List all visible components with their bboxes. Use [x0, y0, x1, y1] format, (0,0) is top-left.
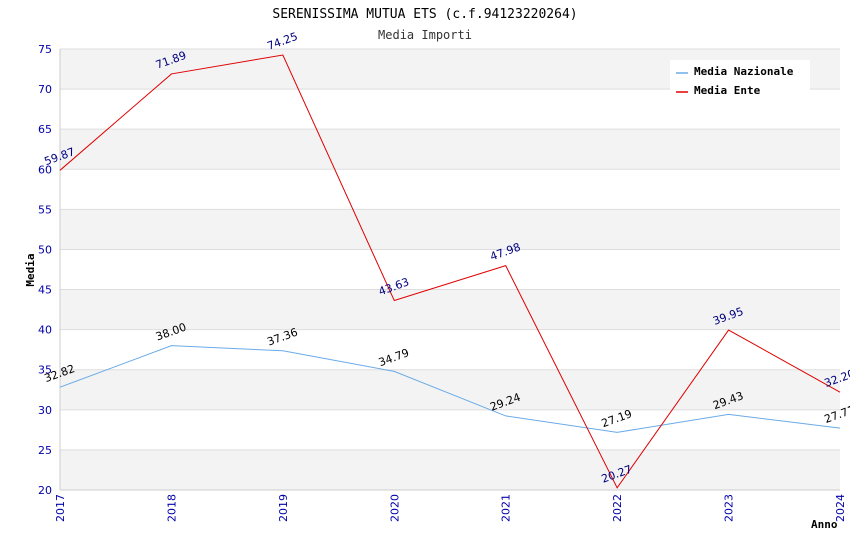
- y-tick-label: 30: [38, 404, 52, 417]
- y-tick-label: 35: [38, 364, 52, 377]
- series-group: [59, 54, 841, 489]
- grid-lines: [60, 48, 840, 491]
- y-tick-labels: 20 25 30 35 40 45 50 55 60 65 70 75: [38, 43, 52, 497]
- chart-title: SERENISSIMA MUTUA ETS (c.f.94123220264): [272, 7, 577, 22]
- grid-band: [60, 449, 840, 490]
- x-tick-labels: 2017 2018 2019 2020 2021 2022 2023 2024: [54, 494, 847, 522]
- x-tick-label: 2020: [388, 494, 401, 522]
- grid-bands: [60, 49, 840, 490]
- y-tick-label: 45: [38, 284, 52, 297]
- x-tick-label: 2018: [165, 494, 178, 522]
- y-tick-label: 20: [38, 484, 52, 497]
- legend: Media Nazionale Media Ente: [670, 60, 810, 102]
- series-line-media-nazionale: [59, 345, 841, 433]
- grid-band: [60, 289, 840, 330]
- x-tick-label: 2019: [277, 494, 290, 522]
- data-label: 27.19: [600, 407, 634, 430]
- y-tick-label: 40: [38, 324, 52, 337]
- y-tick-label: 65: [38, 123, 52, 136]
- y-axis-label: Media: [24, 253, 37, 286]
- legend-label-media-nazionale: Media Nazionale: [694, 65, 794, 78]
- x-tick-label: 2022: [611, 494, 624, 522]
- y-tick-label: 70: [38, 83, 52, 96]
- legend-label-media-ente: Media Ente: [694, 84, 761, 97]
- x-tick-label: 2021: [500, 494, 513, 522]
- grid-band: [60, 209, 840, 250]
- grid-band: [60, 129, 840, 170]
- x-tick-label: 2017: [54, 494, 67, 522]
- y-tick-label: 75: [38, 43, 52, 56]
- series-line-media-ente: [59, 54, 841, 489]
- y-tick-label: 55: [38, 203, 52, 216]
- x-axis-label: Anno: [811, 518, 838, 531]
- y-tick-label: 50: [38, 243, 52, 256]
- x-tick-label: 2024: [834, 494, 847, 522]
- x-tick-label: 2023: [723, 494, 736, 522]
- legend-box: [670, 60, 810, 102]
- chart-subtitle: Media Importi: [378, 28, 472, 42]
- grid-band: [60, 369, 840, 410]
- y-tick-label: 60: [38, 163, 52, 176]
- data-label: 34.79: [377, 346, 411, 369]
- y-tick-label: 25: [38, 444, 52, 457]
